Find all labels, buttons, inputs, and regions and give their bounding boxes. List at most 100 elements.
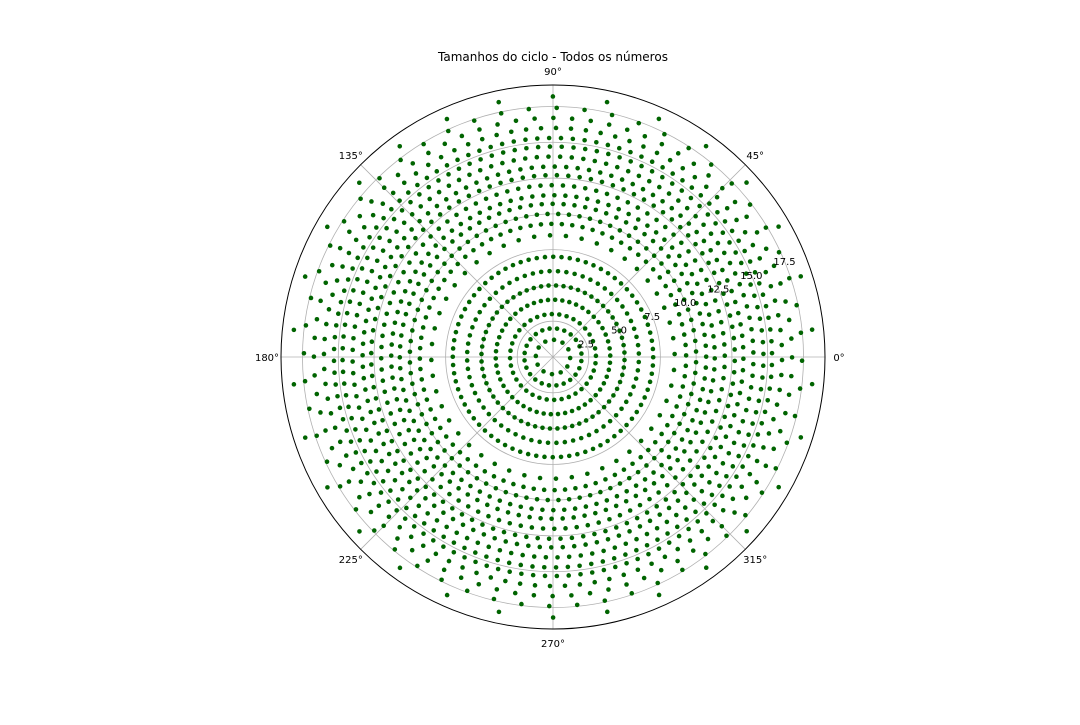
data-point — [737, 281, 743, 287]
data-point — [522, 358, 527, 363]
data-point — [665, 531, 670, 536]
data-point — [431, 538, 436, 543]
data-point — [388, 353, 394, 358]
data-point — [437, 212, 443, 217]
data-point — [314, 316, 320, 322]
data-point — [645, 387, 650, 393]
data-point — [450, 239, 455, 244]
data-point — [421, 387, 427, 392]
data-point — [603, 211, 609, 216]
data-point — [582, 137, 587, 143]
data-point — [433, 551, 439, 557]
data-point — [744, 214, 749, 220]
data-point — [334, 278, 340, 283]
data-point — [592, 531, 597, 537]
data-point — [542, 254, 548, 260]
data-point — [641, 197, 647, 202]
data-point — [725, 403, 731, 409]
data-point — [751, 350, 756, 355]
data-point — [537, 544, 543, 550]
data-point — [555, 555, 560, 560]
data-point — [337, 245, 343, 251]
data-point — [402, 516, 408, 521]
data-point — [665, 269, 671, 275]
data-point — [464, 588, 470, 594]
data-point — [323, 381, 328, 387]
data-point — [570, 438, 576, 443]
data-point — [327, 243, 333, 248]
data-point — [500, 150, 506, 155]
data-point — [363, 387, 368, 392]
data-point — [620, 372, 625, 378]
data-point — [606, 399, 612, 404]
data-point — [467, 226, 473, 231]
data-point — [378, 490, 384, 495]
data-point — [754, 458, 760, 464]
data-point — [525, 421, 531, 427]
data-point — [698, 193, 704, 198]
data-point — [522, 273, 528, 279]
data-point — [507, 316, 513, 322]
data-point — [541, 487, 547, 493]
data-point — [521, 484, 526, 490]
data-point — [759, 420, 765, 426]
data-point — [510, 262, 516, 268]
data-point — [708, 287, 714, 293]
data-point — [761, 351, 766, 357]
data-point — [367, 491, 372, 497]
data-point — [486, 513, 491, 519]
data-point — [699, 528, 705, 534]
data-point — [542, 573, 548, 579]
data-point — [605, 339, 611, 344]
data-point — [607, 353, 613, 358]
data-point — [361, 375, 367, 381]
data-point — [560, 516, 565, 521]
data-point — [573, 391, 578, 396]
data-point — [710, 518, 716, 524]
data-point — [532, 116, 537, 121]
data-point — [673, 446, 679, 451]
data-point — [654, 504, 659, 509]
data-point — [432, 416, 438, 422]
data-point — [476, 188, 482, 194]
data-point — [477, 148, 482, 153]
data-point — [554, 440, 559, 446]
data-point — [742, 248, 747, 254]
data-point — [671, 232, 676, 237]
data-point — [452, 147, 457, 153]
data-point — [457, 463, 462, 468]
data-point — [760, 363, 766, 369]
data-point — [459, 133, 465, 139]
data-point — [743, 271, 749, 276]
data-point — [499, 304, 505, 310]
data-point — [609, 112, 615, 118]
data-point — [501, 383, 506, 389]
data-point — [368, 350, 374, 356]
data-point — [650, 354, 656, 360]
data-point — [377, 235, 382, 241]
data-point — [416, 503, 422, 509]
data-point — [577, 174, 582, 180]
data-point — [496, 334, 502, 340]
data-point — [779, 342, 785, 348]
data-point — [758, 386, 764, 392]
data-point — [483, 329, 489, 335]
data-point — [535, 535, 540, 541]
data-point — [386, 451, 392, 457]
data-point — [540, 507, 545, 513]
data-point — [483, 196, 489, 202]
data-point — [597, 387, 603, 392]
data-point — [590, 338, 596, 344]
data-point — [658, 246, 664, 251]
data-point — [562, 439, 568, 445]
data-point — [629, 293, 635, 298]
data-point — [380, 201, 386, 207]
data-point — [560, 544, 566, 550]
data-point — [663, 224, 668, 230]
data-point — [582, 513, 587, 518]
data-point — [693, 509, 698, 515]
data-point — [613, 412, 619, 418]
data-point — [591, 263, 596, 268]
data-point — [668, 292, 674, 298]
data-point — [471, 416, 477, 421]
